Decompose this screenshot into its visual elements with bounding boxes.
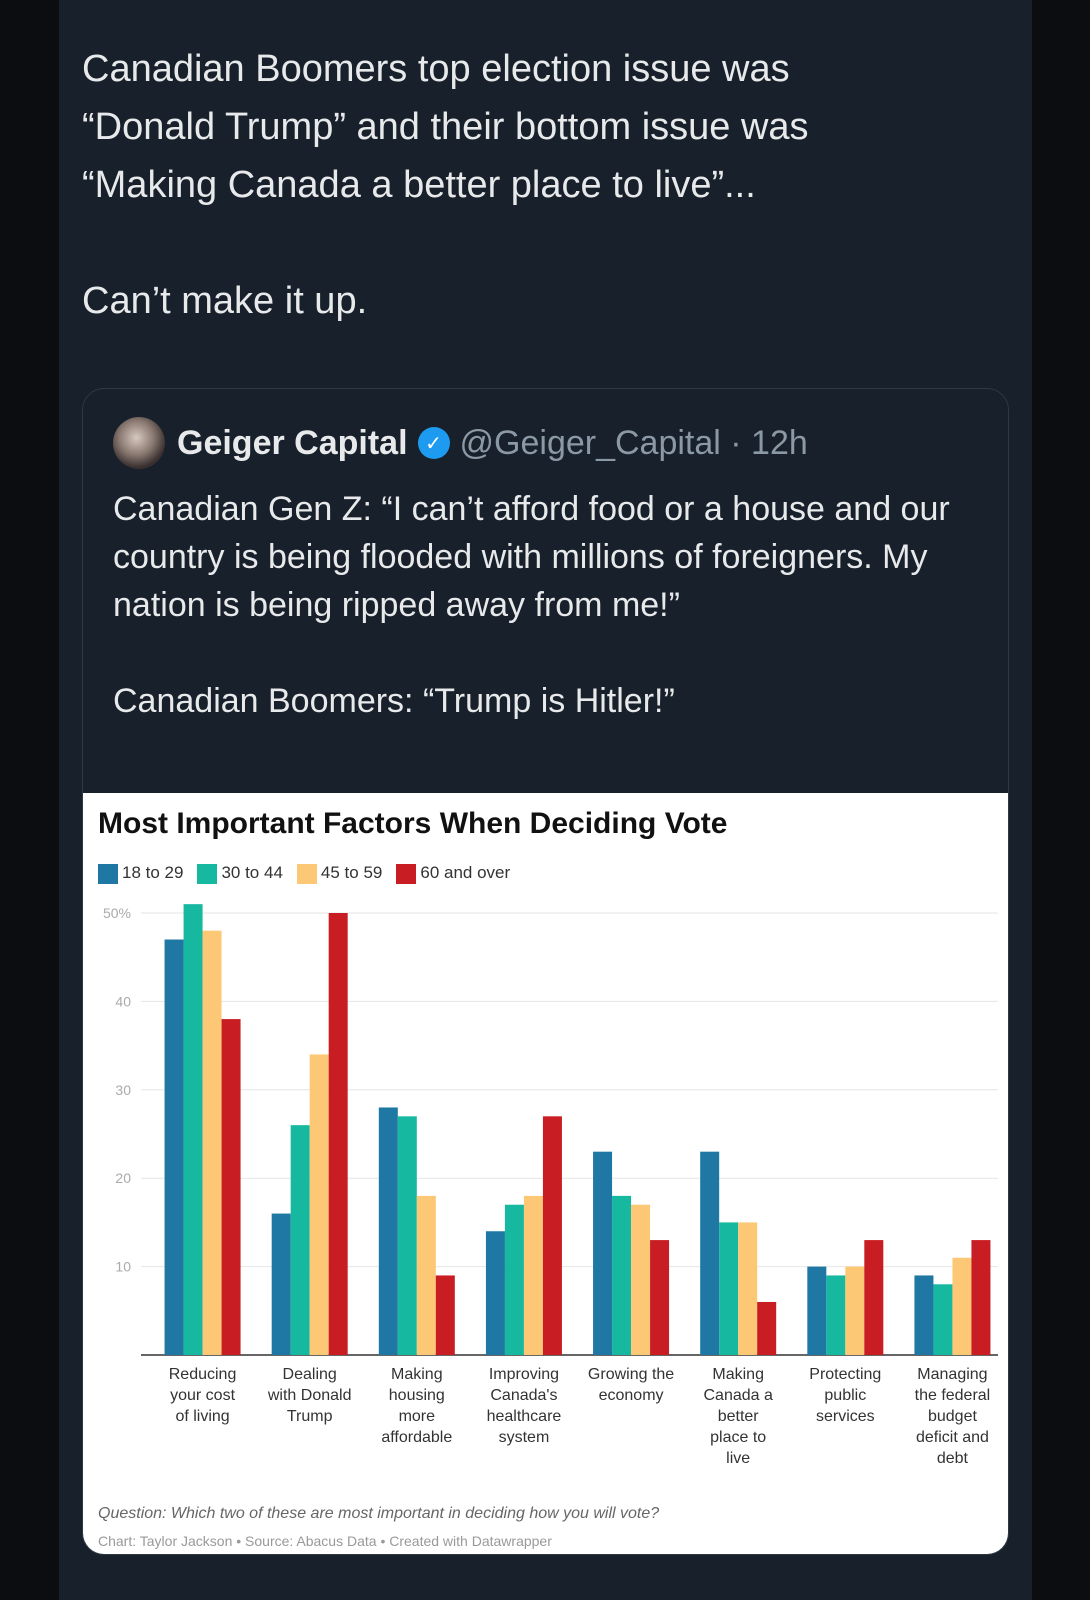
legend-item: 30 to 44: [197, 863, 283, 884]
x-category-label: deficit and: [916, 1429, 989, 1446]
chart-credit: Chart: Taylor Jackson • Source: Abacus D…: [98, 1533, 552, 1549]
bar-45-to-59: [738, 1222, 758, 1355]
x-category-label: more: [399, 1408, 436, 1425]
x-category-label: Reducing: [169, 1366, 237, 1383]
verified-badge-icon: ✓: [417, 427, 450, 459]
bar-45-to-59: [523, 1195, 543, 1355]
x-category-label: Canada's: [490, 1387, 557, 1404]
timeline-column: Canadian Boomers top election issue was …: [59, 0, 1032, 1600]
x-category-label: system: [499, 1429, 550, 1446]
x-category-label: Protecting: [809, 1366, 881, 1383]
x-category-label: place to: [710, 1429, 766, 1446]
bar-30-to-44: [183, 904, 203, 1355]
legend-item: 18 to 29: [98, 863, 183, 884]
bar-45-to-59: [952, 1257, 972, 1355]
bar-60-and-over: [864, 1240, 884, 1355]
bar-18-to-29: [700, 1151, 720, 1355]
bar-60-and-over: [757, 1301, 777, 1355]
x-category-label: Trump: [287, 1408, 333, 1425]
bar-45-to-59: [202, 930, 222, 1355]
bar-60-and-over: [542, 1116, 562, 1355]
y-tick-label: 20: [115, 1170, 131, 1186]
bar-45-to-59: [845, 1266, 865, 1355]
author-name[interactable]: Geiger Capital: [177, 423, 408, 462]
y-tick-label: 30: [115, 1082, 131, 1098]
x-category-label: with Donald: [267, 1387, 352, 1404]
bar-30-to-44: [719, 1222, 739, 1355]
y-tick-label: 50%: [103, 905, 131, 921]
chart-legend: 18 to 29 30 to 44 45 to 59 60 and over: [98, 863, 510, 884]
quoted-tweet-text: Canadian Gen Z: “I can’t afford food or …: [113, 490, 950, 720]
bar-18-to-29: [593, 1151, 613, 1355]
tweet-text: Canadian Boomers top election issue was …: [82, 48, 809, 322]
x-category-label: better: [718, 1408, 760, 1425]
bar-60-and-over: [971, 1240, 991, 1355]
x-category-label: Canada a: [703, 1387, 772, 1404]
author-handle[interactable]: @Geiger_Capital · 12h: [459, 423, 808, 462]
x-category-label: of living: [175, 1408, 229, 1425]
x-category-label: healthcare: [487, 1408, 562, 1425]
bar-60-and-over: [221, 1019, 241, 1355]
bar-18-to-29: [271, 1213, 291, 1355]
legend-item: 60 and over: [396, 863, 510, 884]
bar-18-to-29: [807, 1266, 827, 1355]
x-category-label: debt: [937, 1450, 969, 1467]
y-tick-label: 10: [115, 1259, 131, 1275]
x-category-label: the federal: [915, 1387, 991, 1404]
bar-60-and-over: [328, 913, 348, 1355]
quoted-tweet[interactable]: Geiger Capital ✓ @Geiger_Capital · 12h C…: [82, 388, 1009, 1555]
bar-60-and-over: [435, 1275, 455, 1355]
x-category-label: economy: [599, 1387, 664, 1404]
bar-45-to-59: [416, 1195, 436, 1355]
chart-image[interactable]: Most Important Factors When Deciding Vot…: [83, 793, 1008, 1554]
bar-30-to-44: [397, 1116, 417, 1355]
x-category-label: Making: [712, 1366, 764, 1383]
quoted-tweet-header: Geiger Capital ✓ @Geiger_Capital · 12h: [113, 417, 808, 469]
bar-60-and-over: [650, 1240, 670, 1355]
bar-18-to-29: [164, 939, 184, 1355]
x-category-label: housing: [389, 1387, 445, 1404]
bar-chart-plot: 10 20 30 40 50% Reducing your cost of living Dea…: [103, 904, 998, 1467]
x-category-label: Managing: [917, 1366, 987, 1383]
bar-18-to-29: [485, 1231, 505, 1355]
x-category-label: services: [816, 1408, 875, 1425]
bar-18-to-29: [914, 1275, 934, 1355]
bar-30-to-44: [826, 1275, 846, 1355]
x-category-label: public: [824, 1387, 866, 1404]
bar-45-to-59: [631, 1204, 651, 1355]
chart-question-note: Question: Which two of these are most im…: [98, 1505, 660, 1522]
avatar[interactable]: [113, 417, 165, 469]
bar-30-to-44: [290, 1125, 310, 1355]
x-category-label: budget: [928, 1408, 977, 1425]
bar-30-to-44: [504, 1204, 524, 1355]
x-category-label: Dealing: [283, 1366, 337, 1383]
x-category-label: Improving: [489, 1366, 559, 1383]
x-category-label: live: [726, 1450, 750, 1467]
bar-30-to-44: [612, 1195, 632, 1355]
legend-item: 45 to 59: [296, 863, 382, 884]
x-category-label: Growing the: [588, 1366, 674, 1383]
y-tick-label: 40: [115, 993, 131, 1009]
bar-45-to-59: [309, 1054, 329, 1355]
x-category-label: your cost: [170, 1387, 235, 1404]
bar-18-to-29: [378, 1107, 398, 1355]
x-category-label: Making: [391, 1366, 443, 1383]
bar-30-to-44: [933, 1284, 953, 1355]
chart-title: Most Important Factors When Deciding Vot…: [98, 807, 728, 840]
x-category-label: affordable: [381, 1429, 452, 1446]
